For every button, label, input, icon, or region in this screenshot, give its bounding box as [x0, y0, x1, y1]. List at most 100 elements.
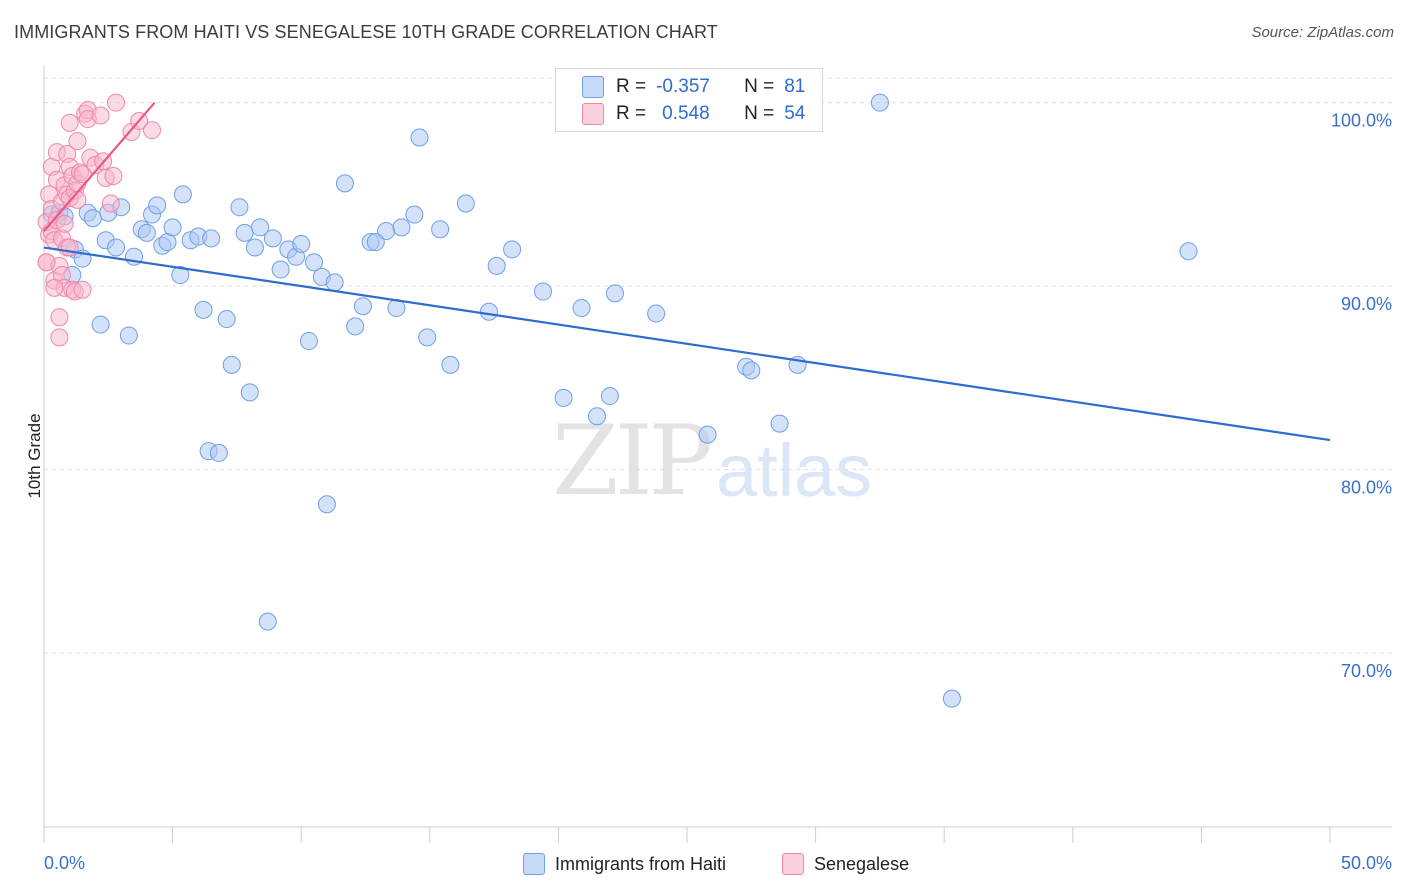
haiti-point [587, 407, 606, 426]
haiti-point [441, 355, 460, 374]
haiti-point [392, 218, 411, 237]
series-swatch-haiti [523, 853, 545, 875]
senegalese-point [104, 167, 123, 186]
haiti-trend-line [43, 246, 1331, 442]
haiti-point [1179, 242, 1198, 261]
senegalese-point [143, 121, 162, 140]
haiti-point [91, 315, 110, 334]
haiti-point [271, 260, 290, 279]
haiti-point [173, 185, 192, 204]
haiti-point [235, 223, 254, 242]
haiti-point [325, 273, 344, 292]
legend-row-haiti: R = -0.357 N = 81 [582, 75, 805, 99]
series-legend-senegalese: Senegalese [782, 852, 909, 876]
legend-swatch-senegalese [582, 103, 604, 125]
haiti-point [137, 223, 156, 242]
haiti-point [487, 256, 506, 275]
watermark-atlas: atlas [716, 429, 873, 512]
series-label-haiti: Immigrants from Haiti [555, 853, 727, 874]
senegalese-point [73, 165, 92, 184]
haiti-point [240, 383, 259, 402]
haiti-point [209, 443, 228, 462]
haiti-point [405, 205, 424, 224]
haiti-point [194, 300, 213, 319]
legend-n-label: N = [744, 103, 775, 124]
chart-source: Source: ZipAtlas.com [1251, 24, 1394, 41]
haiti-point [263, 229, 282, 248]
legend-r-value-haiti: -0.357 [656, 76, 710, 97]
series-swatch-senegalese [782, 853, 804, 875]
haiti-point [202, 229, 221, 248]
legend-r-label: R = [616, 76, 647, 97]
legend-r-label: R = [616, 103, 647, 124]
haiti-point [503, 240, 522, 259]
series-label-senegalese: Senegalese [814, 853, 910, 874]
senegalese-point [91, 106, 110, 125]
haiti-point [647, 304, 666, 323]
x-tick-label: 50.0% [1341, 853, 1392, 873]
haiti-point [533, 282, 552, 301]
haiti-point [479, 302, 498, 321]
haiti-point [163, 218, 182, 237]
haiti-point [107, 238, 126, 257]
haiti-point [317, 495, 336, 514]
haiti-point [217, 310, 236, 329]
haiti-point [600, 387, 619, 406]
y-tick-label: 100.0% [1331, 111, 1392, 131]
senegalese-point [45, 278, 64, 297]
senegalese-point [50, 308, 69, 327]
x-tick-label: 0.0% [44, 853, 85, 873]
legend-r-value-senegalese: 0.548 [662, 103, 710, 124]
haiti-point [742, 361, 761, 380]
haiti-point [377, 222, 396, 241]
haiti-point [305, 253, 324, 272]
correlation-legend: R = -0.357 N = 81 R = 0.548 N = 54 [555, 68, 823, 132]
legend-n-label: N = [744, 76, 775, 97]
legend-row-senegalese: R = 0.548 N = 54 [582, 102, 805, 126]
haiti-point [698, 425, 717, 444]
legend-swatch-haiti [582, 76, 604, 98]
y-tick-label: 70.0% [1341, 661, 1392, 681]
haiti-point [83, 209, 102, 228]
senegalese-point [55, 214, 74, 233]
haiti-point [346, 317, 365, 336]
haiti-point [230, 198, 249, 217]
haiti-point [171, 266, 190, 285]
haiti-point [418, 328, 437, 347]
senegalese-point [37, 253, 56, 272]
haiti-point [299, 332, 318, 351]
haiti-point [222, 355, 241, 374]
haiti-point [605, 284, 624, 303]
haiti-point [770, 414, 789, 433]
haiti-point [456, 194, 475, 213]
y-tick-label: 80.0% [1341, 477, 1392, 497]
series-legend-haiti: Immigrants from Haiti [523, 852, 726, 876]
haiti-point [870, 93, 889, 112]
haiti-point [148, 196, 167, 215]
haiti-point [572, 299, 591, 318]
haiti-point [431, 220, 450, 239]
senegalese-point [107, 93, 126, 112]
senegalese-point [50, 328, 69, 347]
haiti-point [353, 297, 372, 316]
haiti-point [292, 234, 311, 253]
senegalese-point [73, 280, 92, 299]
haiti-point [335, 174, 354, 193]
watermark-zip: ZIP [552, 405, 713, 517]
haiti-point [554, 388, 573, 407]
senegalese-point [60, 238, 79, 257]
haiti-point [245, 238, 264, 257]
haiti-point [942, 689, 961, 708]
senegalese-point [101, 194, 120, 213]
haiti-point [366, 233, 385, 252]
senegalese-point [60, 113, 79, 132]
haiti-point [119, 326, 138, 345]
chart-title: IMMIGRANTS FROM HAITI VS SENEGALESE 10TH… [14, 22, 718, 42]
legend-n-value-senegalese: 54 [784, 103, 806, 124]
senegalese-point [68, 132, 87, 151]
haiti-point [251, 218, 270, 237]
legend-n-value-haiti: 81 [784, 76, 806, 97]
senegalese-trend-line [43, 101, 156, 232]
y-tick-label: 90.0% [1341, 294, 1392, 314]
